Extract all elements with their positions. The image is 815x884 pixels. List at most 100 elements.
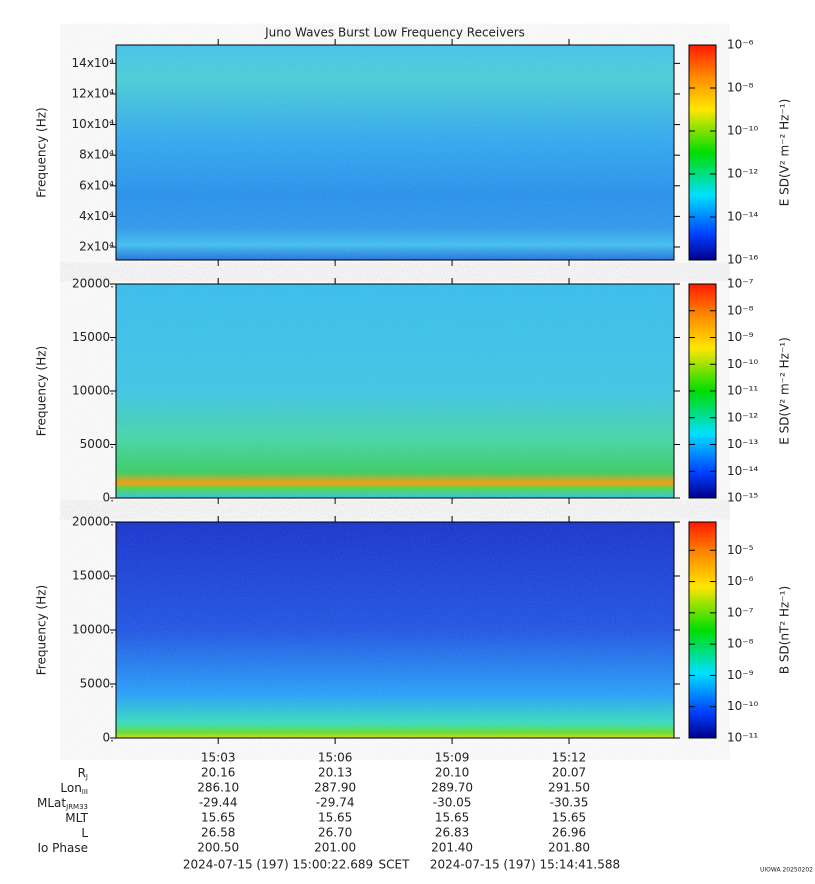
colorbar-tick-label: 10⁻¹² (727, 167, 758, 181)
y-axis-label: Frequency (Hz) (35, 585, 49, 676)
colorbar-tick-label: 10⁻⁹ (727, 330, 754, 344)
y-tick-label: 5000. (80, 677, 114, 691)
ephemeris-value: 201.00 (314, 841, 356, 855)
colorbar-tick-label: 10⁻⁸ (727, 81, 754, 95)
spectrogram-noise (116, 284, 674, 498)
footer-credit: UIOWA 20250202 (760, 867, 813, 874)
y-tick-label: 0. (103, 731, 114, 745)
ephemeris-label: Io Phase (37, 841, 88, 855)
colorbar (688, 44, 717, 261)
y-tick-label: 5000. (80, 437, 114, 451)
ephemeris-value: 20.13 (318, 766, 352, 780)
ephemeris-label-sub: JRM33 (65, 803, 88, 811)
y-tick-label: 20000. (72, 515, 114, 529)
colorbar-tick-label: 10⁻⁷ (727, 605, 754, 619)
colorbar-tick-label: 10⁻⁵ (727, 543, 754, 557)
footer-start: 2024-07-15 (197) 15:00:22.689 (183, 858, 373, 872)
ephemeris-label-sub: III (82, 788, 88, 796)
ephemeris-label-main: L (81, 826, 88, 840)
colorbar-tick-label: 10⁻⁶ (727, 38, 754, 52)
colorbar-tick-label: 10⁻¹¹ (727, 384, 758, 398)
ephemeris-value: 286.10 (197, 781, 239, 795)
ephemeris-value: 15.65 (318, 811, 352, 825)
colorbar-tick-label: 10⁻⁹ (727, 668, 754, 682)
colorbar-tick-label: 10⁻¹⁴ (727, 210, 758, 224)
ephemeris-label-main: MLat (37, 796, 66, 810)
ephemeris-value: 15.65 (435, 811, 469, 825)
ephemeris-value: 201.80 (548, 841, 590, 855)
spectrogram-noise (116, 522, 674, 738)
ephemeris-value: 287.90 (314, 781, 356, 795)
y-tick-label: 0. (103, 491, 114, 505)
y-tick-label: 10000. (72, 623, 114, 637)
ephemeris-label-main: R (78, 766, 86, 780)
y-tick-label: 12x10⁴ (72, 86, 115, 100)
colorbar-tick-label: 10⁻¹² (727, 410, 758, 424)
ephemeris-label-main: MLT (65, 811, 88, 825)
spectrogram-noise (116, 45, 674, 260)
ephemeris-label-main: Lon (60, 781, 81, 795)
footer-end: 2024-07-15 (197) 15:14:41.588 (430, 858, 620, 872)
ephemeris-value: 15.65 (552, 811, 586, 825)
y-axis-label: Frequency (Hz) (35, 107, 49, 198)
ephemeris-label: LonIII (60, 781, 88, 797)
y-tick-label: 15000. (72, 330, 114, 344)
chart-title: Juno Waves Burst Low Frequency Receivers (264, 26, 525, 40)
ephemeris-value: 20.16 (201, 766, 235, 780)
ephemeris-value: 200.50 (197, 841, 239, 855)
colorbar-tick-label: 10⁻¹⁶ (727, 253, 758, 267)
ephemeris-label-main: Io Phase (37, 841, 88, 855)
colorbar (688, 521, 717, 739)
colorbar-tick-label: 10⁻¹⁰ (727, 699, 758, 713)
colorbar-label: E SD(V² m⁻² Hz⁻¹) (778, 337, 792, 445)
y-tick-label: 14x10⁴ (72, 56, 115, 70)
y-tick-label: 8x10⁴ (79, 148, 114, 162)
ephemeris-value: 15.65 (201, 811, 235, 825)
ephemeris-label: MLatJRM33 (37, 796, 88, 812)
colorbar-label: B SD(nT² Hz⁻¹) (778, 586, 792, 674)
ephemeris-value: 289.70 (431, 781, 473, 795)
colorbar-tick-label: 10⁻⁸ (727, 303, 754, 317)
colorbar-label: E SD(V² m⁻² Hz⁻¹) (778, 99, 792, 207)
colorbar-tick-label: 10⁻⁸ (727, 637, 754, 651)
y-axis-label: Frequency (Hz) (35, 346, 49, 437)
colorbar-tick-label: 10⁻¹⁰ (727, 357, 758, 371)
ephemeris-value: 26.96 (552, 826, 586, 840)
colorbar-tick-label: 10⁻¹³ (727, 437, 758, 451)
colorbar-tick-label: 10⁻¹¹ (727, 731, 758, 745)
ephemeris-value: 26.83 (435, 826, 469, 840)
x-tick-label: 15:12 (552, 751, 587, 765)
ephemeris-value: -30.05 (433, 796, 472, 810)
plots: Juno Waves Burst Low Frequency Receivers… (35, 26, 814, 874)
ephemeris-label: MLT (65, 811, 88, 825)
ephemeris-label: L (81, 826, 88, 840)
colorbar-tick-label: 10⁻¹⁵ (727, 491, 758, 505)
colorbar-tick-label: 10⁻¹⁴ (727, 464, 758, 478)
ephemeris-value: 26.58 (201, 826, 235, 840)
ephemeris-value: 20.10 (435, 766, 469, 780)
y-tick-label: 20000. (72, 277, 114, 291)
ephemeris-value: -29.74 (316, 796, 355, 810)
colorbar-tick-label: 10⁻¹⁰ (727, 124, 758, 138)
y-tick-label: 15000. (72, 569, 114, 583)
footer-frame: SCET (379, 858, 411, 872)
x-tick-label: 15:06 (318, 751, 353, 765)
ephemeris-label-sub: J (85, 773, 88, 781)
y-tick-label: 6x10⁴ (79, 178, 114, 192)
x-tick-label: 15:03 (201, 751, 236, 765)
colorbar-tick-label: 10⁻⁷ (727, 277, 754, 291)
ephemeris-value: 20.07 (552, 766, 586, 780)
y-tick-label: 10x10⁴ (72, 117, 115, 131)
colorbar-tick-label: 10⁻⁶ (727, 574, 754, 588)
ephemeris-label: RJ (78, 766, 88, 782)
ephemeris-value: -30.35 (550, 796, 589, 810)
y-tick-label: 4x10⁴ (79, 209, 114, 223)
x-tick-label: 15:09 (435, 751, 470, 765)
ephemeris-value: -29.44 (199, 796, 238, 810)
y-tick-label: 2x10⁴ (79, 239, 114, 253)
ephemeris-value: 291.50 (548, 781, 590, 795)
y-tick-label: 10000. (72, 384, 114, 398)
plot-frame (115, 44, 675, 261)
ephemeris-value: 26.70 (318, 826, 352, 840)
